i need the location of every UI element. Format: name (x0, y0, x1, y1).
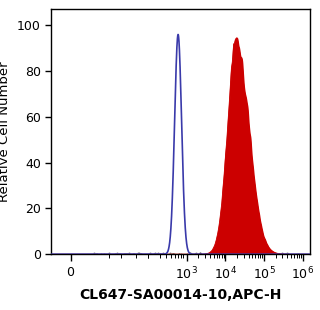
Point (209, 251, 214, 256)
Point (114, 251, 119, 256)
Point (295, 251, 300, 256)
Point (193, 251, 198, 256)
Point (161, 251, 166, 256)
Point (205, 251, 210, 256)
Point (137, 251, 142, 256)
Point (255, 251, 260, 256)
Point (99, 251, 104, 256)
Point (176, 251, 181, 256)
Point (152, 251, 157, 256)
Point (139, 251, 144, 256)
Point (93, 251, 99, 256)
Point (250, 251, 255, 256)
Point (254, 251, 259, 256)
Point (176, 251, 181, 256)
Point (124, 251, 129, 256)
Point (154, 251, 159, 256)
Point (121, 252, 126, 257)
Point (178, 251, 183, 256)
Point (270, 251, 275, 256)
Point (131, 252, 136, 257)
Point (139, 251, 144, 256)
Point (274, 251, 279, 256)
Point (185, 252, 190, 257)
Point (219, 251, 224, 256)
Y-axis label: Relative Cell Number: Relative Cell Number (0, 61, 11, 202)
Point (187, 251, 192, 256)
Point (94, 251, 99, 256)
Point (196, 252, 202, 257)
Point (198, 251, 203, 256)
Point (136, 251, 141, 256)
Point (171, 251, 176, 256)
Point (126, 251, 132, 256)
Point (223, 251, 228, 256)
Point (116, 251, 121, 256)
Point (254, 251, 259, 256)
Point (265, 251, 270, 256)
Point (170, 251, 175, 256)
Point (172, 251, 177, 256)
Point (221, 251, 226, 256)
X-axis label: CL647-SA00014-10,APC-H: CL647-SA00014-10,APC-H (80, 288, 282, 302)
Point (232, 251, 237, 256)
Point (167, 251, 172, 256)
Point (220, 251, 225, 256)
Point (136, 251, 141, 256)
Point (203, 252, 208, 257)
Point (101, 252, 106, 257)
Point (221, 252, 226, 257)
Point (253, 251, 258, 256)
Point (276, 251, 282, 256)
Point (250, 251, 255, 256)
Point (268, 251, 273, 256)
Point (130, 251, 135, 256)
Point (151, 251, 156, 256)
Point (240, 251, 245, 256)
Point (221, 251, 227, 256)
Point (156, 251, 161, 256)
Point (242, 252, 247, 257)
Point (279, 251, 284, 256)
Point (91, 251, 96, 256)
Point (280, 251, 285, 256)
Point (193, 252, 198, 257)
Point (257, 251, 262, 256)
Point (284, 251, 289, 256)
Point (113, 251, 118, 256)
Point (198, 251, 203, 256)
Point (282, 251, 287, 256)
Point (123, 252, 128, 257)
Point (188, 251, 193, 256)
Point (147, 251, 152, 256)
Point (276, 252, 282, 257)
Point (117, 251, 122, 256)
Point (198, 251, 203, 256)
Point (158, 252, 163, 257)
Point (124, 251, 129, 256)
Point (220, 252, 225, 257)
Point (137, 251, 142, 256)
Point (171, 251, 176, 256)
Point (285, 251, 290, 256)
Point (107, 251, 112, 256)
Point (188, 251, 193, 256)
